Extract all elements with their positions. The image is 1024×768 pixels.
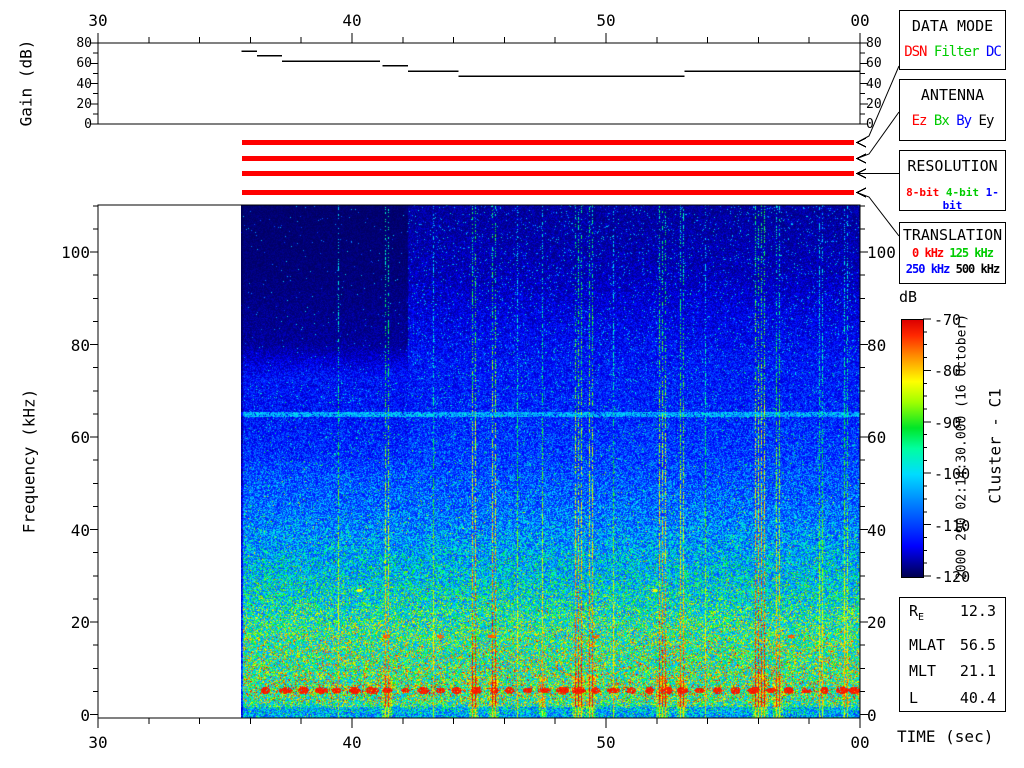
param-label-l: L	[909, 688, 919, 707]
legend-title-translation: TRANSLATION	[902, 226, 1003, 244]
freq-ytick-label-right: 0	[867, 705, 877, 725]
param-label-mlat: MLAT	[909, 635, 946, 654]
freq-ytick-label-right: 80	[867, 335, 887, 355]
top-time-tick-label: 00	[850, 11, 870, 30]
arrowhead	[855, 137, 867, 148]
leader-line	[856, 65, 900, 143]
freq-ytick-label-left: 20	[70, 613, 90, 632]
time-tick-label: 40	[342, 733, 362, 752]
param-label-re: RE	[909, 602, 925, 623]
gain-ytick-label-right: 40	[866, 76, 882, 92]
freq-ytick-label-right: 40	[867, 520, 887, 540]
legend-item-4-bit: 4-bit	[945, 186, 979, 199]
legend-items-translation-row1: 0 kHz 125 kHz	[900, 246, 1005, 260]
spacecraft-annotation: Cluster - C1	[985, 388, 1005, 504]
colorbar-tick-label: -80	[934, 362, 962, 381]
param-value-mlt: 21.1	[959, 662, 996, 680]
spectrogram-image	[241, 205, 860, 718]
legend-title-antenna: ANTENNA	[920, 86, 985, 104]
legend-item-ez: Ez	[911, 113, 928, 129]
time-tick-label: 30	[88, 733, 108, 752]
gain-axis-label: Gain (dB)	[16, 39, 36, 127]
datetime-annotation: 2000 290 02:14:30.000 (16 October)	[954, 313, 970, 581]
gain-ytick-label-left: 40	[76, 76, 92, 92]
colorbar-tick-label: -110	[934, 516, 971, 535]
frequency-axis-label: Frequency (kHz)	[19, 388, 39, 534]
legend-title-resolution: RESOLUTION	[907, 157, 998, 175]
freq-ytick-label-right: 20	[867, 613, 887, 632]
gain-ytick-label-left: 20	[76, 96, 92, 112]
gain-panel-frame	[97, 42, 861, 125]
time-axis-label: TIME (sec)	[897, 727, 994, 746]
param-value-l: 40.4	[959, 688, 996, 707]
time-tick-label: 50	[596, 733, 616, 752]
gain-ytick-label-left: 0	[84, 117, 92, 132]
param-value-mlat: 56.5	[959, 635, 996, 654]
param-value-re: 12.3	[959, 602, 996, 620]
legend-item-1-bit: 1-bit	[942, 186, 999, 212]
freq-ytick-label-right: 60	[867, 428, 887, 447]
param-row-mlat: MLAT 56.5	[900, 632, 1005, 659]
gain-ytick-label-right: 80	[866, 36, 882, 51]
time-tick-label: 00	[850, 733, 870, 752]
colorbar-gradient	[901, 319, 924, 578]
legend-box-translation: TRANSLATION 0 kHz 125 kHz 250 kHz 500 kH…	[899, 222, 1006, 284]
gain-ytick-label-right: 20	[866, 96, 882, 112]
gain-ytick-label-left: 80	[76, 36, 92, 51]
gain-ytick-label-left: 60	[76, 56, 92, 72]
top-time-tick-label: 40	[342, 11, 362, 30]
legend-items-data-mode: DSN Filter DC	[900, 44, 1005, 60]
freq-ytick-label-right: 100	[867, 243, 896, 262]
orbit-params-box: RE 12.3 MLAT 56.5 MLT 21.1 L 40.4	[899, 597, 1006, 712]
param-row-l: L 40.4	[900, 685, 1005, 712]
leader-line	[856, 111, 900, 159]
colorbar-tick-label: -100	[934, 465, 971, 484]
legend-item-125khz: 125 kHz	[949, 246, 994, 260]
freq-ytick-label-left: 80	[70, 335, 90, 355]
gain-ytick-label-right: 60	[866, 56, 882, 72]
legend-box-data-mode: DATA MODE DSN Filter DC	[899, 10, 1006, 70]
legend-item-dsn: DSN	[904, 44, 927, 60]
gain-ytick-label-right: 0	[866, 117, 874, 132]
param-label-mlt: MLT	[909, 662, 937, 680]
status-bar-resolution	[242, 171, 854, 176]
legend-title-data-mode: DATA MODE	[911, 17, 994, 35]
freq-ytick-label-left: 0	[80, 705, 90, 725]
legend-item-ey: Ey	[978, 113, 995, 129]
legend-item-filter: Filter	[933, 44, 980, 60]
legend-items-antenna: Ez Bx By Ey	[900, 113, 1005, 129]
legend-item-500khz: 500 kHz	[955, 262, 1001, 276]
colorbar-tick-label: -90	[934, 413, 962, 432]
status-bar-data-mode	[242, 140, 854, 145]
freq-ytick-label-left: 40	[70, 520, 90, 540]
legend-item-by: By	[956, 113, 972, 129]
param-row-re: RE 12.3	[900, 598, 1005, 632]
top-time-tick-label: 30	[88, 11, 108, 30]
legend-box-antenna: ANTENNA Ez Bx By Ey	[899, 79, 1006, 141]
freq-ytick-label-left: 60	[70, 428, 90, 447]
legend-item-250khz: 250 kHz	[905, 262, 951, 276]
freq-ytick-label-left: 100	[61, 243, 90, 262]
legend-item-0khz: 0 kHz	[912, 246, 944, 260]
status-bar-translation	[242, 190, 854, 195]
status-bar-antenna	[242, 156, 854, 161]
legend-items-translation-row2: 250 kHz 500 kHz	[900, 262, 1005, 276]
legend-box-resolution: RESOLUTION 8-bit 4-bit 1-bit	[899, 150, 1006, 212]
param-row-mlt: MLT 21.1	[900, 658, 1005, 685]
colorbar-tick-label: -70	[934, 311, 962, 329]
legend-items-resolution: 8-bit 4-bit 1-bit	[900, 186, 1005, 212]
legend-item-bx: Bx	[933, 113, 950, 129]
top-time-tick-label: 50	[596, 11, 616, 30]
colorbar-tick-label: -120	[934, 568, 971, 586]
leader-line	[856, 192, 900, 237]
colorbar-title: dB	[899, 288, 918, 306]
legend-item-8-bit: 8-bit	[906, 186, 940, 199]
legend-item-dc: DC	[985, 44, 1002, 60]
spectrogram-frame	[97, 204, 861, 719]
